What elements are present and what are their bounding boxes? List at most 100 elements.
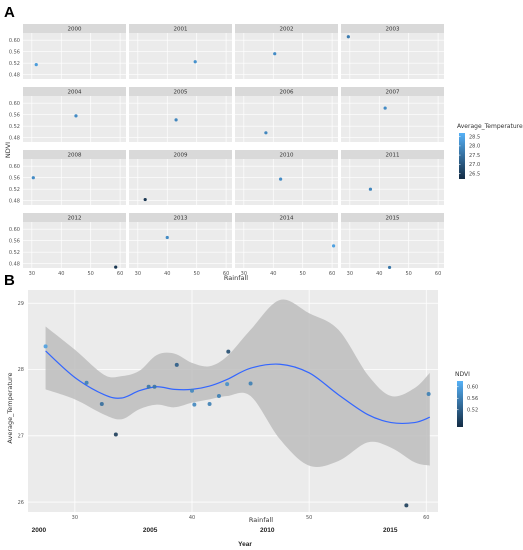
chart-a-y-axis-title: NDVI xyxy=(4,142,12,158)
facet-panel: 2004 xyxy=(23,87,126,142)
year-axis-title: Year xyxy=(238,541,252,548)
facet-background xyxy=(341,222,444,268)
facet-strip-label: 2003 xyxy=(386,27,400,33)
y-tick-label: 28 xyxy=(18,367,24,373)
facet-strip xyxy=(235,87,338,96)
legend-label: 28.5 xyxy=(469,134,480,140)
panel-label-b: B xyxy=(4,272,15,289)
facet-strip-label: 2014 xyxy=(280,216,294,222)
legend-a-title: Average_Temperature xyxy=(457,123,523,130)
facet-panel: 2009 xyxy=(129,150,232,205)
facet-strip xyxy=(23,213,126,222)
data-point xyxy=(31,176,35,180)
x-tick-label: 40 xyxy=(58,271,64,277)
facet-strip-label: 2000 xyxy=(68,27,82,33)
data-point xyxy=(192,402,197,407)
data-point xyxy=(279,177,283,181)
legend-label: 28.0 xyxy=(469,144,480,150)
facet-background xyxy=(235,33,338,79)
year-label: 2010 xyxy=(260,527,275,534)
facet-strip xyxy=(23,24,126,33)
data-point xyxy=(174,118,178,122)
data-point xyxy=(404,503,409,508)
x-tick-label: 60 xyxy=(117,271,123,277)
facet-strip-label: 2006 xyxy=(280,90,294,96)
x-tick-label: 50 xyxy=(306,515,312,521)
x-tick-label: 40 xyxy=(189,515,195,521)
facet-panel: 2005 xyxy=(129,87,232,142)
facet-background xyxy=(23,96,126,142)
facet-panel: 2015 xyxy=(341,213,444,270)
temperature-rainfall-smooth-chart: 30 40 50 60 29 28 27 26 Rainfall Average_Temper… xyxy=(6,290,478,548)
data-point xyxy=(114,265,118,269)
y-tick-label: 0.60 xyxy=(9,227,20,233)
legend-colorbar xyxy=(459,133,465,179)
legend-label: 0.60 xyxy=(467,385,478,391)
y-tick-label: 0.52 xyxy=(9,187,20,193)
y-tick-label: 0.60 xyxy=(9,164,20,170)
data-point xyxy=(113,432,118,437)
y-tick-label: 0.52 xyxy=(9,61,20,67)
facet-strip-label: 2012 xyxy=(68,216,82,222)
facet-strip-label: 2007 xyxy=(386,90,400,96)
data-point xyxy=(331,244,336,248)
facet-strip-label: 2005 xyxy=(174,90,188,96)
facet-strip-label: 2008 xyxy=(68,153,82,159)
data-point xyxy=(368,187,373,191)
facet-panel: 2011 xyxy=(341,150,444,205)
facet-strip xyxy=(235,213,338,222)
facet-strip xyxy=(341,24,444,33)
legend-label: 27.5 xyxy=(469,153,480,159)
legend-label: 0.56 xyxy=(467,396,478,402)
facet-strip xyxy=(341,150,444,159)
facet-panel: 2000 xyxy=(23,24,126,79)
y-tick-label: 0.48 xyxy=(9,135,20,141)
facet-strip xyxy=(129,24,232,33)
year-label: 2005 xyxy=(143,527,158,534)
facet-background xyxy=(341,159,444,205)
y-tick-label: 0.56 xyxy=(9,49,20,55)
facet-panel: 2001 xyxy=(129,24,232,79)
data-point xyxy=(383,106,387,110)
facet-background xyxy=(23,33,126,79)
facet-panel: 2013 xyxy=(129,213,232,268)
y-tick-label: 0.60 xyxy=(9,101,20,107)
data-point xyxy=(34,63,38,67)
data-point xyxy=(387,265,392,270)
facet-background xyxy=(341,33,444,79)
legend-colorbar xyxy=(457,381,463,427)
facet-background xyxy=(129,222,232,268)
y-tick-label: 0.52 xyxy=(9,124,20,130)
year-label: 2015 xyxy=(383,527,398,534)
loess-curve xyxy=(45,350,431,424)
x-tick-label: 30 xyxy=(29,271,35,277)
legend-label: 26.5 xyxy=(469,171,480,177)
facet-panel: 2010 xyxy=(235,150,338,205)
chart-b-x-axis-title: Rainfall xyxy=(249,516,273,524)
facet-strip-label: 2004 xyxy=(68,90,82,96)
chart-a-x-axis-title: Rainfall xyxy=(224,274,248,282)
legend-b-title: NDVI xyxy=(455,371,470,378)
x-tick-label: 30 xyxy=(241,271,247,277)
facet-strip-label: 2002 xyxy=(280,27,294,33)
data-point xyxy=(165,235,169,240)
facet-strip xyxy=(23,87,126,96)
facet-background xyxy=(23,159,126,205)
facet-strip-label: 2009 xyxy=(174,153,188,159)
data-point xyxy=(226,349,231,354)
data-point xyxy=(216,394,221,399)
facet-strip-label: 2001 xyxy=(174,27,188,33)
x-tick-label: 60 xyxy=(423,515,429,521)
facet-strip-label: 2011 xyxy=(386,153,400,159)
y-tick-label: 0.60 xyxy=(9,38,20,44)
data-point xyxy=(74,114,78,118)
data-point xyxy=(84,380,89,385)
facet-background xyxy=(129,33,232,79)
faceted-ndvi-rainfall-chart: 2000 2001 2002 2003 2004 2005 2006 2007 2008 2009… xyxy=(4,24,523,282)
facet-strip xyxy=(235,24,338,33)
y-tick-label: 0.56 xyxy=(9,112,20,118)
confidence-ribbon xyxy=(45,299,430,467)
x-tick-label: 40 xyxy=(376,271,382,277)
x-tick-label: 30 xyxy=(347,271,353,277)
legend-ndvi: NDVI 0.60 0.56 0.52 xyxy=(455,371,478,427)
